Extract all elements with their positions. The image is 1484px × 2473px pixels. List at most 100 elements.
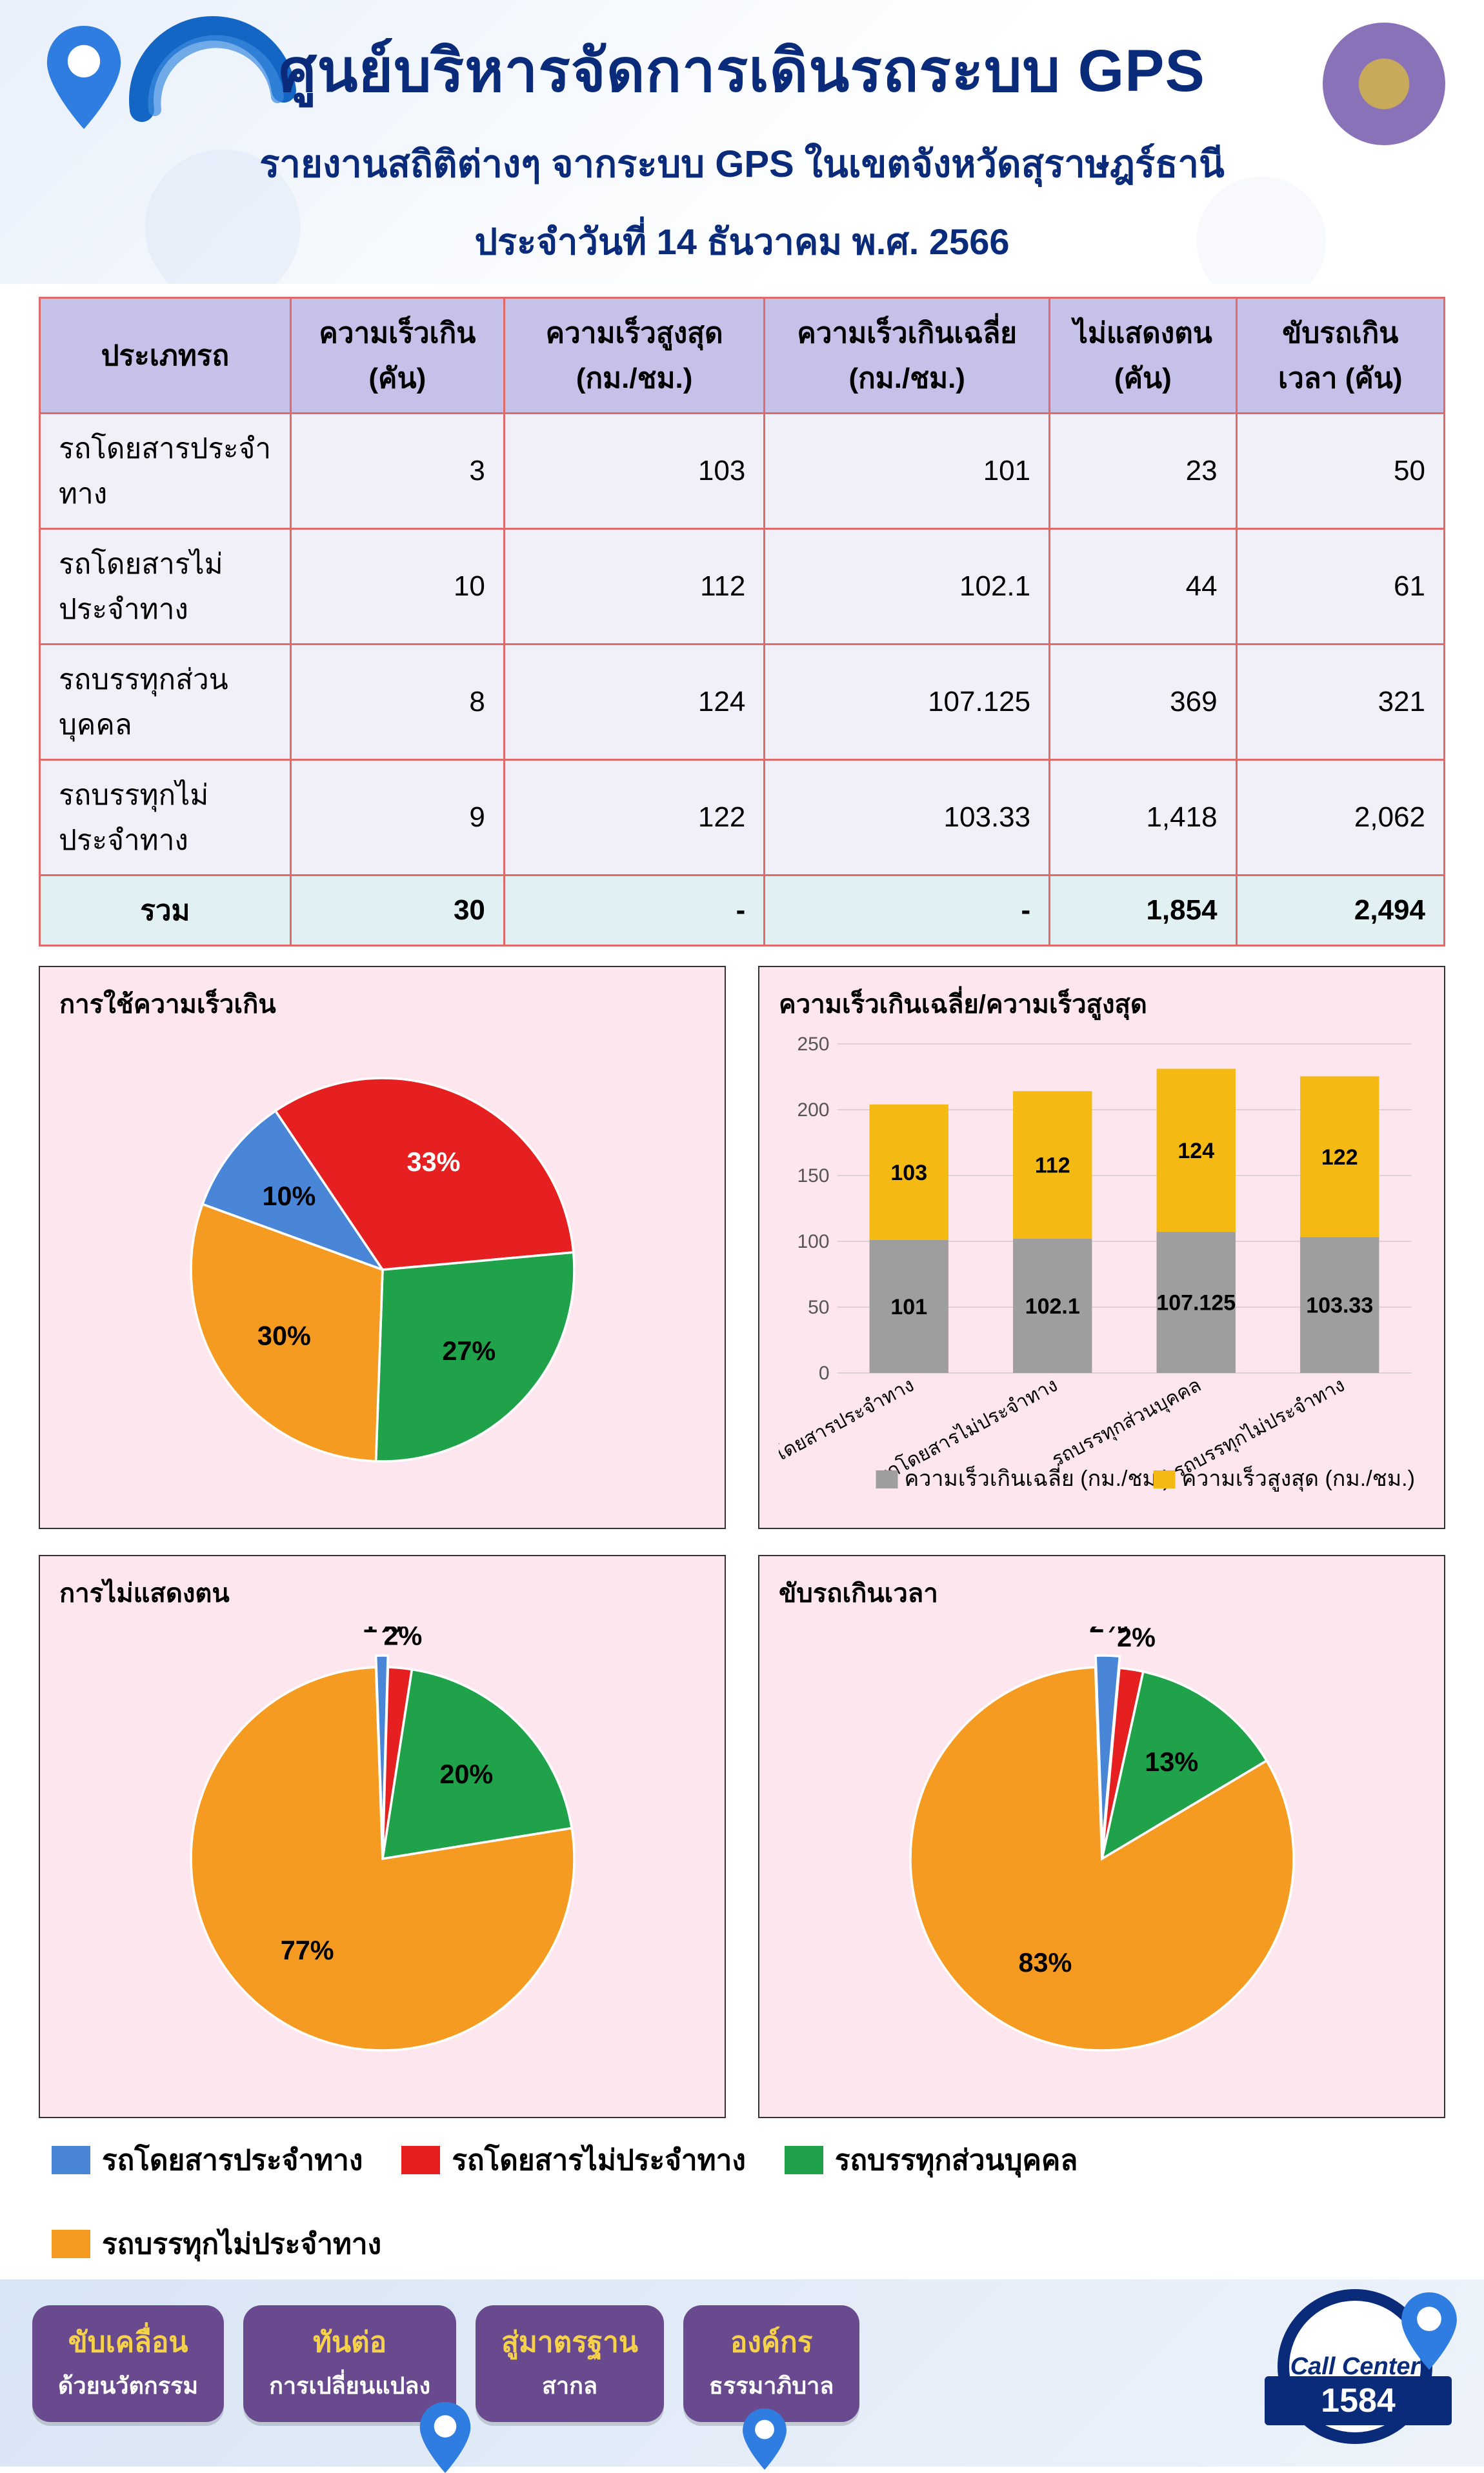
- bar-value-label: 122: [1321, 1145, 1358, 1170]
- table-header-cell: ความเร็วเกิน (คัน): [290, 298, 504, 414]
- pie-slice-label: 33%: [406, 1147, 460, 1177]
- table-cell: -: [765, 876, 1050, 946]
- header: ศูนย์บริหารจัดการเดินรถระบบ GPS รายงานสถ…: [0, 0, 1484, 284]
- table-cell: 1,418: [1050, 760, 1236, 876]
- legend-swatch: [52, 2146, 90, 2174]
- table-cell: -: [504, 876, 764, 946]
- pie-overtime: 2%2%13%83%: [870, 1627, 1334, 2091]
- table-cell: 112: [504, 529, 764, 645]
- stats-table: ประเภทรถความเร็วเกิน (คัน)ความเร็วสูงสุด…: [39, 297, 1445, 946]
- table-cell: 9: [290, 760, 504, 876]
- pill-subtitle: การเปลี่ยนแปลง: [269, 2367, 430, 2404]
- pie-slice-label: 30%: [257, 1321, 310, 1350]
- bar-value-label: 112: [1035, 1153, 1070, 1177]
- legend-swatch: [876, 1470, 898, 1488]
- pie-slice-label: 2%: [383, 1627, 422, 1650]
- legend-item: รถโดยสารไม่ประจำทาง: [401, 2138, 745, 2183]
- table-cell: 103.33: [765, 760, 1050, 876]
- legend-label: รถบรรทุกไม่ประจำทาง: [102, 2221, 381, 2267]
- legend-label: ความเร็วสูงสุด (กม./ชม.): [1182, 1465, 1415, 1492]
- table-row: รถโดยสารไม่ประจำทาง10112102.14461: [40, 529, 1445, 645]
- legend-item: รถโดยสารประจำทาง: [52, 2138, 363, 2183]
- table-cell: รถโดยสารประจำทาง: [40, 414, 291, 529]
- legend-label: รถโดยสารประจำทาง: [102, 2138, 363, 2183]
- bar-value-label: 103.33: [1306, 1294, 1373, 1318]
- table-cell: 1,854: [1050, 876, 1236, 946]
- pie-slice-label: 20%: [439, 1759, 493, 1789]
- bar-value-label: 102.1: [1025, 1294, 1080, 1319]
- panel-speed-usage: การใช้ความเร็วเกิน 10%33%27%30%: [39, 966, 726, 1529]
- table-cell: 23: [1050, 414, 1236, 529]
- report-date: ประจำวันที่ 14 ธันวาคม พ.ศ. 2566: [39, 213, 1445, 270]
- pill-subtitle: ด้วยนวัตกรรม: [58, 2367, 198, 2404]
- pie-slice-label: 2%: [1117, 1627, 1156, 1652]
- y-axis-tick-label: 100: [797, 1231, 829, 1252]
- table-cell: 61: [1236, 529, 1444, 645]
- y-axis-tick-label: 150: [797, 1165, 829, 1186]
- panel-avg-max-speed: ความเร็วเกินเฉลี่ย/ความเร็วสูงสุด 0 50 100…: [758, 966, 1445, 1529]
- table-cell: รถบรรทุกไม่ประจำทาง: [40, 760, 291, 876]
- table-cell: 369: [1050, 645, 1236, 760]
- table-cell: 103: [504, 414, 764, 529]
- y-axis-tick-label: 200: [797, 1099, 829, 1121]
- call-center-number: 1584: [1265, 2376, 1452, 2425]
- category-legend: รถโดยสารประจำทางรถโดยสารไม่ประจำทางรถบรร…: [0, 2118, 1484, 2279]
- pie-slice-label: 27%: [442, 1336, 496, 1366]
- table-cell: 122: [504, 760, 764, 876]
- pie-no-show: 1%2%20%77%: [150, 1627, 615, 2091]
- footer-pill: องค์กรธรรมาภิบาล: [683, 2305, 859, 2422]
- table-cell: 101: [765, 414, 1050, 529]
- pie-slice-label: 83%: [1018, 1948, 1072, 1977]
- charts-grid: การใช้ความเร็วเกิน 10%33%27%30% ความเร็ว…: [0, 966, 1484, 2118]
- pie-speed-usage: 10%33%27%30%: [150, 1037, 615, 1502]
- table-cell: 8: [290, 645, 504, 760]
- table-header-cell: ความเร็วสูงสุด (กม./ชม.): [504, 298, 764, 414]
- table-cell: รวม: [40, 876, 291, 946]
- table-cell: 102.1: [765, 529, 1050, 645]
- y-axis-tick-label: 50: [808, 1297, 829, 1318]
- panel-title: ความเร็วเกินเฉลี่ย/ความเร็วสูงสุด: [779, 983, 1425, 1025]
- table-cell: 2,494: [1236, 876, 1444, 946]
- map-pin-icon: [742, 2408, 787, 2470]
- table-cell: 2,062: [1236, 760, 1444, 876]
- bar-avg-max-speed: 050100150200250101103รถโดยสารประจำทาง102…: [779, 1031, 1425, 1508]
- table-row: รถโดยสารประจำทาง31031012350: [40, 414, 1445, 529]
- panel-title: การไม่แสดงตน: [59, 1572, 705, 1614]
- pill-title: องค์กร: [709, 2319, 834, 2365]
- pill-subtitle: สากล: [501, 2367, 638, 2404]
- bar-value-label: 101: [890, 1295, 927, 1319]
- legend-label: ความเร็วเกินเฉลี่ย (กม./ชม.): [905, 1463, 1170, 1491]
- table-row: รถบรรทุกไม่ประจำทาง9122103.331,4182,062: [40, 760, 1445, 876]
- legend-label: รถโดยสารไม่ประจำทาง: [452, 2138, 745, 2183]
- footer-pill: สู่มาตรฐานสากล: [476, 2305, 664, 2422]
- bar-value-label: 107.125: [1156, 1291, 1236, 1316]
- table-cell: รถบรรทุกส่วนบุคคล: [40, 645, 291, 760]
- map-pin-icon: [419, 2402, 471, 2473]
- pill-subtitle: ธรรมาภิบาล: [709, 2367, 834, 2404]
- page-title: ศูนย์บริหารจัดการเดินรถระบบ GPS: [39, 23, 1445, 117]
- legend-swatch: [401, 2146, 440, 2174]
- table-cell: 10: [290, 529, 504, 645]
- y-axis-tick-label: 250: [797, 1034, 829, 1055]
- legend-swatch: [52, 2230, 90, 2258]
- table-cell: 50: [1236, 414, 1444, 529]
- table-cell: รถโดยสารไม่ประจำทาง: [40, 529, 291, 645]
- table-row: รถบรรทุกส่วนบุคคล8124107.125369321: [40, 645, 1445, 760]
- pill-title: ขับเคลื่อน: [58, 2319, 198, 2365]
- y-axis-tick-label: 0: [819, 1363, 830, 1384]
- bar-value-label: 103: [890, 1161, 927, 1185]
- table-cell: 124: [504, 645, 764, 760]
- legend-swatch: [785, 2146, 823, 2174]
- table-header-cell: ขับรถเกินเวลา (คัน): [1236, 298, 1444, 414]
- pill-title: สู่มาตรฐาน: [501, 2319, 638, 2365]
- table-header-cell: ไม่แสดงตน (คัน): [1050, 298, 1236, 414]
- bar-value-label: 124: [1178, 1139, 1214, 1163]
- panel-title: ขับรถเกินเวลา: [779, 1572, 1425, 1614]
- table-cell: 107.125: [765, 645, 1050, 760]
- footer: ขับเคลื่อนด้วยนวัตกรรม ทันต่อการเปลี่ยนแป…: [0, 2279, 1484, 2467]
- panel-no-show: การไม่แสดงตน 1%2%20%77%: [39, 1555, 726, 2118]
- pill-title: ทันต่อ: [269, 2319, 430, 2365]
- table-cell: 30: [290, 876, 504, 946]
- footer-pill: ขับเคลื่อนด้วยนวัตกรรม: [32, 2305, 224, 2422]
- legend-item: รถบรรทุกส่วนบุคคล: [785, 2138, 1078, 2183]
